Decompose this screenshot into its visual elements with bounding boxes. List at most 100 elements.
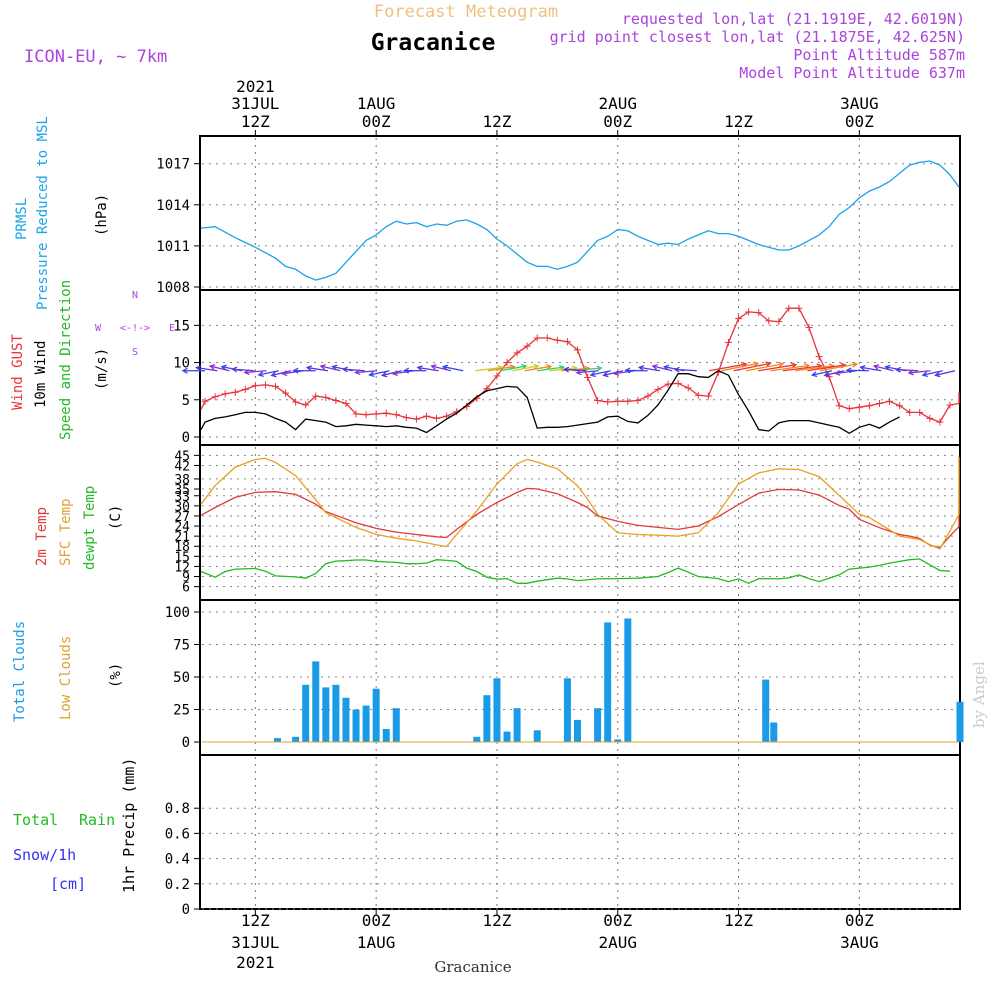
wind-direction-arrowhead: [243, 369, 250, 376]
low-clouds-label: Low Clouds: [58, 636, 74, 720]
pressure-ytick-label: 1008: [156, 280, 190, 296]
wind-direction-arrow: [512, 365, 539, 372]
wind-direction-arrow: [417, 366, 439, 372]
compass-arrow: <-!->: [120, 323, 150, 334]
wind-direction-arrow: [896, 368, 919, 372]
bottom-time-label: 2AUG: [598, 933, 637, 952]
wind-direction-arrowhead: [533, 363, 540, 370]
temperature-ytick-label: 27: [174, 510, 190, 525]
wind-direction-arrow: [745, 363, 784, 372]
temperature-ytick-label: 15: [174, 550, 190, 565]
wind-direction-arrowhead: [402, 367, 410, 374]
forecast-meteogram-title: Forecast Meteogram: [374, 2, 558, 22]
wind-ytick-label: 5: [182, 393, 190, 409]
top-time-label: 1AUG: [357, 94, 396, 113]
wind-direction-arrowhead: [921, 371, 928, 378]
wind-direction-arrow: [807, 364, 846, 372]
wind-panel-frame: [199, 289, 961, 446]
wind-direction-arrowhead: [752, 361, 760, 368]
top-time-label: 00Z: [603, 112, 632, 131]
wind-direction-arrow: [721, 362, 759, 372]
wind-direction-arrowhead: [612, 370, 620, 377]
wind-direction-arrow: [652, 365, 673, 372]
wind-direction-arrow: [770, 364, 809, 372]
wind-direction-arrow: [499, 365, 527, 372]
temperature-ytick-label: 30: [174, 500, 190, 515]
wind-direction-arrowhead: [195, 365, 202, 372]
compass-west: W: [95, 323, 102, 334]
clouds-ytick-label: 0: [182, 735, 190, 751]
temp-dewpt-label: dewpt Temp: [82, 486, 98, 570]
precipitation-plot: 0 0.2 0.4 0.6 0.8: [165, 801, 958, 918]
wind-direction-arrowhead: [851, 361, 859, 368]
precipitation-panel-frame: [199, 754, 961, 910]
clouds-ytick-label: 25: [173, 703, 190, 719]
wind-direction-arrow: [812, 370, 833, 376]
cloud-bar: [352, 709, 360, 742]
pressure-line: [200, 160, 960, 281]
wind-labels: Wind GUST 10m Wind Speed and Direction (…: [10, 280, 175, 440]
precip-unit: 1hr Precip (mm): [120, 758, 138, 893]
cloud-bar: [513, 708, 521, 742]
wind-direction-arrowhead: [341, 366, 348, 373]
temperature-ytick-label: 38: [174, 473, 190, 488]
pressure-unit: (hPa): [94, 194, 110, 236]
wind-unit: (m/s): [94, 348, 110, 390]
wind-direction-arrowhead: [790, 362, 798, 369]
requested-coords: requested lon,lat (21.1919E, 42.6019N): [622, 10, 965, 28]
cloud-bar: [956, 701, 964, 742]
precipitation-ytick-label: 0.8: [165, 801, 190, 817]
cloud-bar: [573, 719, 581, 742]
cloud-bar: [342, 697, 350, 742]
cloud-bar: [473, 736, 481, 742]
temperature-ytick-label: 9: [182, 571, 190, 586]
rain-label: Rain: [79, 811, 115, 829]
wind-direction-arrowhead: [270, 371, 277, 378]
temperature-labels: 2m Temp SFC Temp dewpt Temp (C): [34, 486, 124, 570]
cloud-bar: [322, 687, 330, 742]
top-time-label: 12Z: [483, 112, 512, 131]
bottom-time-label: 3AUG: [840, 933, 879, 952]
cloud-bar: [614, 739, 622, 742]
wind-direction-arrow: [443, 366, 464, 372]
pressure-labels: PRMSL Pressure Reduced to MSL (hPa): [14, 116, 110, 310]
wind-direction-arrowhead: [292, 367, 299, 374]
cloud-bar: [362, 705, 370, 742]
cloud-bar: [503, 731, 511, 742]
top-time-label: 2AUG: [598, 94, 637, 113]
footer-station: Gracanice: [434, 958, 511, 976]
wind-direction-arrow: [232, 368, 255, 372]
pressure-plot: 1008 1011 1014 1017: [156, 157, 960, 296]
prmsl-label: PRMSL: [14, 198, 30, 240]
wind-direction-arrow: [908, 370, 931, 374]
bottom-time-label: 12Z: [483, 911, 512, 930]
wind-direction-arrow: [576, 370, 599, 374]
station-title: Gracanice: [371, 30, 496, 56]
wind-direction-arrow: [258, 370, 279, 376]
top-time-label: 12Z: [724, 112, 753, 131]
wind-ytick-label: 0: [182, 430, 190, 446]
wind-direction-arrowhead: [416, 365, 423, 372]
wind-direction-arrow: [835, 370, 857, 375]
temp-dew-line: [200, 558, 950, 585]
temp-sfc-line: [200, 457, 960, 550]
clouds-unit: (%): [108, 663, 124, 688]
wind-direction-arrowhead: [765, 361, 772, 368]
wind-direction-arrowhead: [624, 367, 631, 374]
clouds-ytick-label: 50: [173, 670, 190, 686]
compass-south: S: [132, 347, 138, 358]
watermark: by Angel: [970, 661, 988, 728]
wind-10m-label: 10m Wind: [33, 341, 49, 408]
wind-direction-arrowhead: [834, 370, 841, 376]
wind-direction-arrowhead: [231, 366, 238, 373]
wind-direction-arrowhead: [872, 364, 880, 370]
top-time-label: 12Z: [241, 112, 270, 131]
wind-direction-arrowhead: [810, 371, 818, 378]
wind-ytick-label: 15: [173, 318, 190, 334]
clouds-ytick-label: 100: [165, 605, 190, 621]
wind-direction-arrow: [758, 364, 797, 372]
wind-direction-arrowhead: [319, 364, 326, 370]
wind-direction-arrow: [382, 370, 402, 377]
wind-direction-arrow: [475, 366, 503, 372]
